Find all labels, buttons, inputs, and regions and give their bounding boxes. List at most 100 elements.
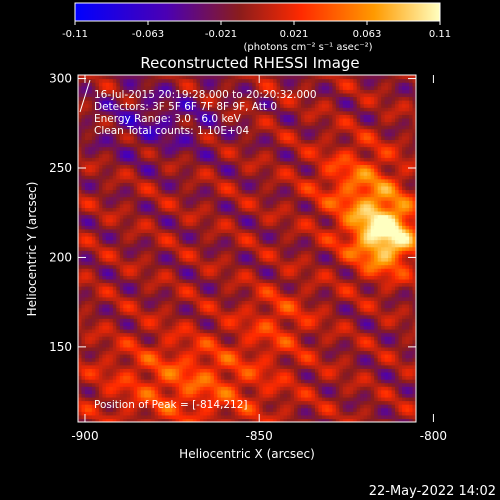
heatmap-pixel [165, 82, 170, 87]
heatmap-pixel [213, 210, 218, 216]
heatmap-pixel [98, 146, 103, 151]
heatmap-pixel [238, 261, 243, 266]
heatmap-pixel [95, 321, 100, 327]
heatmap-pixel [224, 239, 229, 244]
heatmap-pixel [199, 393, 205, 398]
heatmap-pixel [130, 264, 135, 269]
heatmap-pixel [88, 117, 93, 123]
heatmap-pixel [102, 218, 107, 223]
heatmap-pixel [172, 282, 177, 287]
heatmap-pixel [119, 282, 124, 287]
heatmap-pixel [140, 411, 145, 416]
heatmap-pixel [126, 171, 131, 176]
heatmap-pixel [140, 214, 145, 219]
heatmap-pixel [231, 343, 236, 348]
heatmap-pixel [130, 243, 135, 248]
heatmap-pixel [189, 253, 194, 259]
heatmap-pixel [123, 307, 128, 312]
heatmap-pixel [182, 264, 187, 269]
heatmap-pixel [95, 221, 100, 226]
heatmap-pixel [130, 196, 135, 201]
heatmap-pixel [126, 286, 131, 291]
heatmap-pixel [255, 371, 260, 377]
heatmap-pixel [252, 200, 257, 205]
heatmap-pixel [98, 336, 103, 341]
heatmap-pixel [206, 314, 212, 319]
heatmap-pixel [151, 92, 156, 98]
heatmap-pixel [182, 164, 187, 169]
heatmap-pixel [213, 185, 218, 191]
heatmap-pixel [234, 125, 239, 130]
heatmap-pixel [147, 178, 152, 183]
heatmap-pixel [78, 135, 83, 140]
heatmap-pixel [109, 182, 114, 187]
heatmap-pixel [105, 246, 110, 251]
heatmap-pixel [144, 275, 149, 280]
heatmap-pixel [220, 407, 225, 412]
heatmap-pixel [133, 175, 138, 180]
heatmap-pixel [213, 218, 218, 223]
heatmap-pixel [234, 200, 239, 205]
heatmap-pixel [182, 332, 187, 337]
heatmap-pixel [192, 286, 198, 291]
heatmap-pixel [109, 168, 114, 173]
heatmap-pixel [130, 221, 135, 226]
heatmap-pixel [192, 160, 198, 166]
heatmap-pixel [140, 368, 145, 373]
heatmap-pixel [210, 314, 215, 319]
heatmap-pixel [81, 203, 86, 208]
heatmap-pixel [227, 396, 232, 402]
heatmap-pixel [203, 253, 208, 259]
heatmap-pixel [161, 193, 166, 198]
heatmap-pixel [252, 264, 257, 269]
heatmap-pixel [154, 164, 159, 169]
heatmap-pixel [98, 404, 103, 409]
heatmap-pixel [95, 282, 100, 287]
heatmap-pixel [102, 321, 107, 327]
heatmap-pixel [238, 232, 243, 237]
heatmap-pixel [144, 379, 149, 384]
heatmap-pixel [112, 339, 117, 344]
heatmap-pixel [147, 332, 152, 337]
heatmap-pixel [241, 228, 246, 234]
heatmap-pixel [203, 221, 208, 226]
heatmap-pixel [255, 389, 260, 394]
heatmap-pixel [186, 139, 191, 144]
heatmap-pixel [203, 178, 208, 183]
heatmap-pixel [165, 175, 170, 180]
heatmap-pixel [203, 407, 208, 412]
heatmap-pixel [168, 232, 173, 237]
heatmap-pixel [102, 271, 107, 276]
heatmap-pixel [133, 182, 138, 187]
heatmap-pixel [206, 253, 212, 259]
heatmap-pixel [102, 364, 107, 369]
heatmap-pixel [81, 275, 86, 280]
heatmap-pixel [98, 182, 103, 187]
heatmap-pixel [199, 171, 205, 176]
heatmap-pixel [255, 361, 260, 366]
heatmap-pixel [248, 418, 253, 422]
heatmap-pixel [238, 218, 243, 223]
heatmap-pixel [189, 318, 194, 323]
heatmap-pixel [231, 100, 236, 105]
heatmap-pixel [91, 250, 97, 255]
heatmap-pixel [224, 257, 229, 262]
heatmap-pixel [213, 214, 218, 219]
heatmap-pixel [182, 371, 187, 377]
heatmap-pixel [192, 318, 198, 323]
heatmap-pixel [241, 271, 246, 276]
heatmap-pixel [112, 357, 117, 362]
heatmap-pixel [130, 404, 135, 409]
heatmap-pixel [137, 325, 142, 330]
heatmap-pixel [199, 282, 205, 287]
heatmap-pixel [179, 271, 184, 276]
heatmap-pixel [231, 418, 236, 422]
heatmap-pixel [126, 246, 131, 251]
heatmap-pixel [98, 75, 103, 80]
heatmap-pixel [105, 121, 110, 126]
heatmap-pixel [175, 321, 180, 327]
heatmap-pixel [238, 346, 243, 352]
heatmap-pixel [130, 114, 135, 119]
heatmap-pixel [126, 135, 131, 140]
heatmap-pixel [248, 157, 253, 162]
